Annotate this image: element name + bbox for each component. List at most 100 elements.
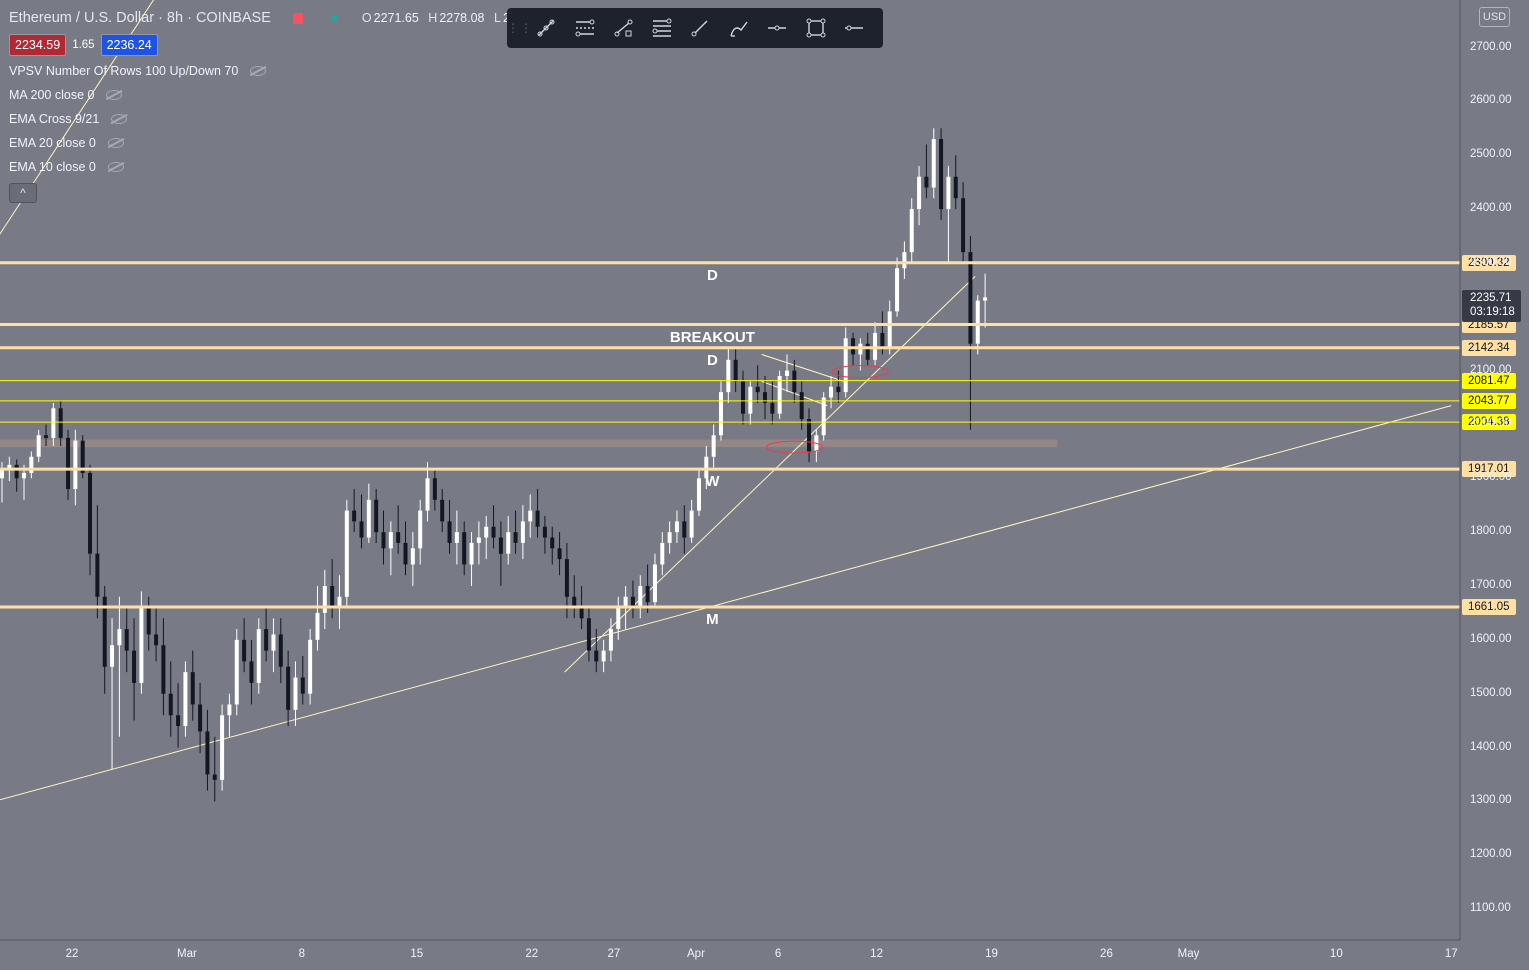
candle xyxy=(608,618,613,662)
market-status-icon xyxy=(330,14,338,22)
candle-body xyxy=(946,176,951,210)
candle-body xyxy=(366,499,371,538)
candle xyxy=(462,521,467,576)
rectangle-tool-icon[interactable] xyxy=(797,8,836,48)
brush-tool-icon[interactable] xyxy=(720,8,759,48)
indicator-ma200[interactable]: MA 200 close 0 xyxy=(9,83,517,107)
candle-body xyxy=(36,435,41,457)
candle xyxy=(330,559,335,619)
candle xyxy=(917,165,922,226)
candle-body xyxy=(520,521,525,543)
candle xyxy=(271,618,276,673)
line-tool-icon[interactable] xyxy=(681,8,720,48)
candle-body xyxy=(902,252,907,269)
fib-tool-icon[interactable] xyxy=(643,8,682,48)
hidden-eye-icon[interactable] xyxy=(107,162,124,172)
candle xyxy=(909,198,914,263)
candle-body xyxy=(432,478,437,500)
chart-annotation: D xyxy=(706,351,718,369)
horizontal-line-tool-icon[interactable] xyxy=(835,8,874,48)
candle-body xyxy=(931,139,936,188)
path-tool-icon[interactable] xyxy=(604,8,643,48)
hidden-eye-icon[interactable] xyxy=(250,66,267,76)
sell-price-button[interactable]: 2234.59 xyxy=(9,34,67,56)
candle xyxy=(110,618,115,770)
level-price-tag: 2142.34 xyxy=(1462,339,1516,356)
hidden-eye-icon[interactable] xyxy=(106,90,123,100)
level-price-tag: 2081.47 xyxy=(1462,372,1516,389)
candle xyxy=(58,400,63,446)
candle xyxy=(469,532,474,586)
measure-tool-icon[interactable] xyxy=(758,8,797,48)
candle xyxy=(242,618,247,673)
candle xyxy=(132,618,137,721)
candle xyxy=(586,607,591,662)
candle-body xyxy=(755,386,760,393)
candle xyxy=(220,704,225,791)
candle xyxy=(249,639,254,705)
flag-icon[interactable] xyxy=(292,12,303,24)
resistance-zone xyxy=(0,439,1058,448)
candle-body xyxy=(220,715,225,780)
candle-body xyxy=(7,464,12,471)
drawing-toolbar: ⋮⋮ xyxy=(507,8,883,48)
candle xyxy=(748,381,753,425)
candle xyxy=(22,464,27,500)
candle xyxy=(983,273,988,328)
candle-body xyxy=(22,472,27,479)
y-tick-label: 1200.00 xyxy=(1470,848,1512,861)
candle xyxy=(366,483,371,543)
indicator-vpsv[interactable]: VPSV Number Of Rows 100 Up/Down 70 xyxy=(9,59,517,83)
trend-line-tool-icon[interactable] xyxy=(527,8,566,48)
candle-body xyxy=(176,715,181,727)
indicator-ema10[interactable]: EMA 10 close 0 xyxy=(9,155,517,179)
hidden-eye-icon[interactable] xyxy=(107,138,124,148)
candle xyxy=(344,499,349,608)
candle-body xyxy=(484,526,489,538)
candle-body xyxy=(660,542,665,565)
candle-body xyxy=(924,176,929,188)
currency-button[interactable]: USD xyxy=(1479,7,1510,27)
candle-body xyxy=(14,464,19,479)
candle xyxy=(601,639,606,673)
x-tick-label: 27 xyxy=(607,948,621,960)
candle-body xyxy=(300,677,305,694)
indicator-ema-cross[interactable]: EMA Cross 9/21 xyxy=(9,107,517,131)
candle xyxy=(535,489,540,538)
candle xyxy=(476,521,481,565)
candle-body xyxy=(909,209,914,253)
candle-body xyxy=(586,618,591,651)
candle xyxy=(44,424,49,446)
y-tick-label: 1400.00 xyxy=(1470,740,1512,753)
collapse-legend-button[interactable]: ^ xyxy=(9,183,37,203)
symbol-header[interactable]: Ethereum / U.S. Dollar · 8h · COINBASE O… xyxy=(9,8,517,28)
candle xyxy=(124,607,129,673)
candle xyxy=(785,354,790,393)
candle-body xyxy=(139,607,144,683)
channel-tool-icon[interactable] xyxy=(566,8,605,48)
candle-body xyxy=(880,332,885,350)
candle xyxy=(528,494,533,538)
candle-body xyxy=(117,629,122,646)
x-tick-label: 8 xyxy=(298,948,306,960)
candle-body xyxy=(88,472,93,554)
candle xyxy=(183,661,188,737)
candle-body xyxy=(476,537,481,543)
drag-handle-icon[interactable]: ⋮⋮ xyxy=(507,21,533,35)
candle-body xyxy=(51,408,56,438)
candle-body xyxy=(608,629,613,651)
candle-body xyxy=(550,537,555,549)
candle-body xyxy=(396,532,401,543)
candle xyxy=(36,429,41,463)
hidden-eye-icon[interactable] xyxy=(111,114,128,124)
indicator-ema20[interactable]: EMA 20 close 0 xyxy=(9,131,517,155)
symbol-title[interactable]: Ethereum / U.S. Dollar · 8h · COINBASE xyxy=(9,10,271,26)
buy-price-button[interactable]: 2236.24 xyxy=(100,34,158,56)
candle-body xyxy=(264,629,269,651)
candle-body xyxy=(975,300,980,344)
candle xyxy=(381,510,386,565)
candle xyxy=(161,618,166,716)
bid-ask-row: 2234.59 1.65 2236.24 xyxy=(9,34,517,56)
candle-body xyxy=(616,607,621,630)
